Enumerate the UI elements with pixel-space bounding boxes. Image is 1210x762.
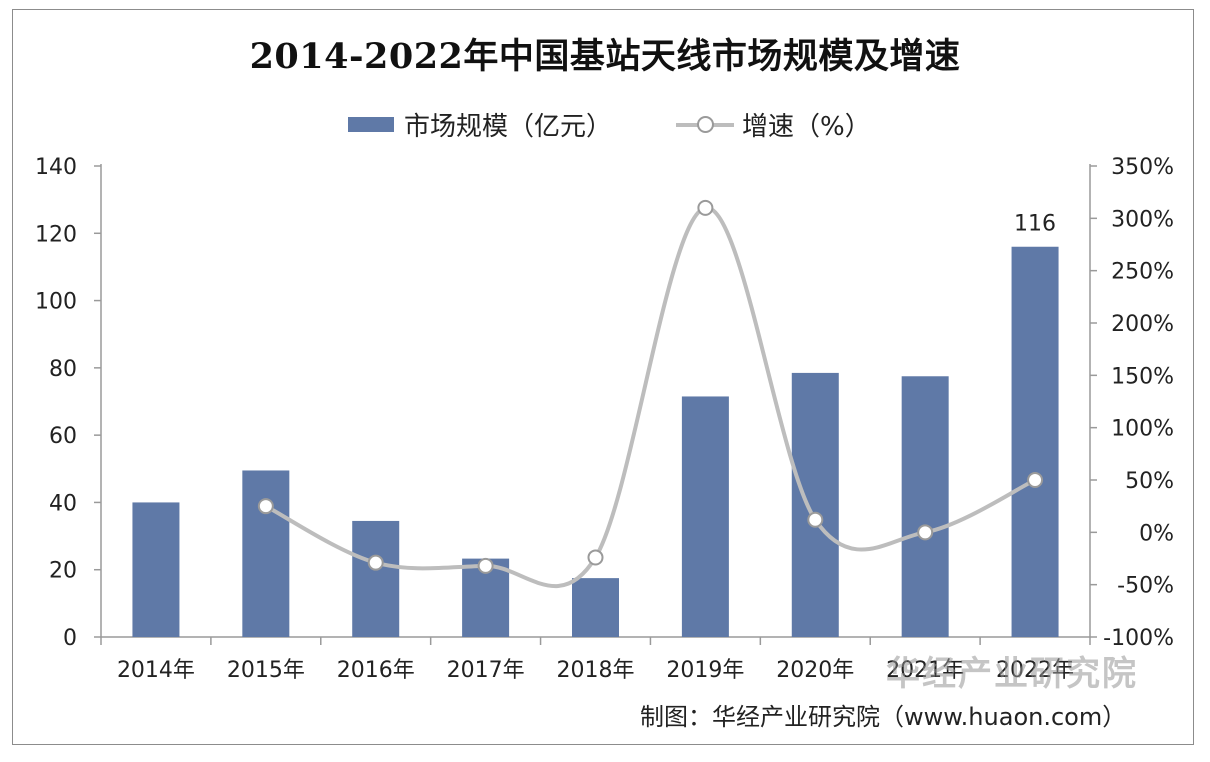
bar [791, 372, 839, 637]
legend-item-market-size: 市场规模（亿元） [348, 104, 612, 144]
chart-source-note: 制图：华经产业研究院（www.huaon.com） [640, 703, 1127, 731]
bar [352, 520, 400, 637]
growth-point [477, 557, 494, 574]
bar [132, 502, 180, 637]
y-right-tick-label: -50% [1117, 574, 1174, 599]
y-right-tick-label: 200% [1111, 312, 1174, 337]
growth-point [917, 524, 934, 541]
x-tick-label: 2014年 [117, 658, 195, 683]
x-tick-label: 2016年 [337, 658, 415, 683]
bar [681, 396, 729, 637]
x-tick-label: 2018年 [557, 658, 635, 683]
x-tick-label: 2019年 [666, 658, 744, 683]
bar [901, 376, 949, 637]
x-tick-label: 2015年 [227, 658, 305, 683]
growth-point [587, 549, 604, 566]
watermark-text: 华经产业研究院 [886, 654, 1138, 694]
growth-point [807, 511, 824, 528]
growth-point [257, 498, 274, 515]
growth-point [367, 554, 384, 571]
y-left-tick-label: 20 [49, 559, 77, 584]
x-tick-label: 2021年 [886, 658, 964, 683]
chart-title: 2014-2022年中国基站天线市场规模及增速 [249, 36, 961, 77]
bar [1011, 246, 1059, 637]
y-right-tick-label: 150% [1111, 364, 1174, 389]
y-right-tick-label: 0% [1139, 521, 1174, 546]
legend-bar-swatch [348, 116, 394, 132]
y-left-tick-label: 60 [49, 424, 77, 449]
growth-point [697, 199, 714, 216]
y-left-tick-label: 100 [35, 290, 77, 315]
bar [572, 578, 619, 637]
legend-line-swatch [676, 114, 734, 134]
legend-item-growth: 增速（%） [676, 104, 871, 144]
y-right-tick-label: -100% [1103, 626, 1174, 651]
y-right-tick-label: 50% [1125, 469, 1174, 494]
x-tick-label: 2017年 [447, 658, 525, 683]
bar [242, 470, 290, 637]
y-right-tick-label: 100% [1111, 417, 1174, 442]
y-left-tick-label: 0 [63, 626, 77, 651]
y-left-tick-label: 40 [49, 491, 77, 516]
y-right-tick-label: 300% [1111, 207, 1174, 232]
legend-label-growth: 增速（%） [742, 111, 871, 142]
y-right-tick-label: 350% [1111, 155, 1174, 180]
y-left-tick-label: 120 [35, 222, 77, 247]
growth-point [1027, 472, 1044, 488]
bar-data-label: 116 [1014, 212, 1056, 237]
y-right-tick-label: 250% [1111, 260, 1174, 285]
growth-series-line [263, 205, 1038, 589]
x-tick-label: 2020年 [776, 658, 854, 683]
y-left-tick-label: 80 [49, 357, 77, 382]
y-left-tick-label: 140 [35, 155, 77, 180]
x-tick-label: 2022年 [996, 658, 1074, 683]
legend-label-market-size: 市场规模（亿元） [404, 111, 613, 142]
chart-legend: 市场规模（亿元） 增速（%） [0, 104, 1210, 144]
